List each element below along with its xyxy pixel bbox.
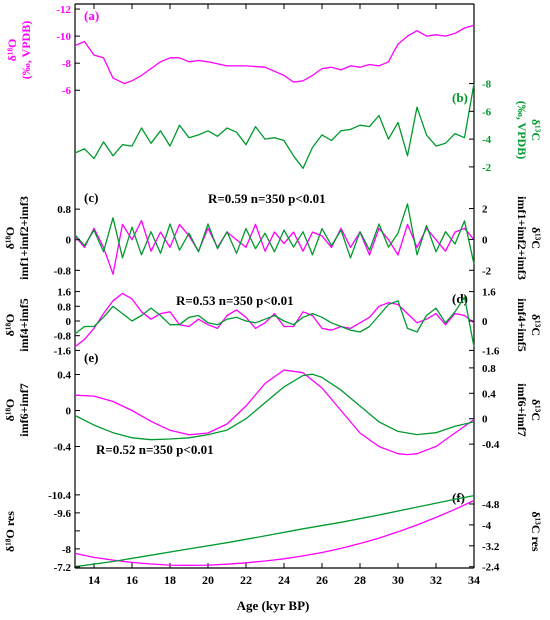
- series-line: [74, 499, 475, 566]
- panel-label: (f): [452, 490, 465, 505]
- y-tick-label-right: 0: [482, 234, 488, 246]
- y-tick-label-right: -3.2: [482, 541, 500, 553]
- y-tick-label-right: -2: [482, 265, 492, 277]
- y-axis-label: (‰, VPDB): [19, 21, 33, 79]
- y-tick-label-left: 1.6: [57, 287, 71, 299]
- y-axis-label-left: δ¹⁸O: [3, 227, 17, 250]
- y-tick-label-left: -10.4: [48, 490, 71, 502]
- y-axis-label-left: imf4+imf5: [17, 298, 31, 352]
- y-axis-label-left: δ¹⁸O: [3, 314, 17, 337]
- correlation-annotation: R=0.52 n=350 p<0.01: [96, 442, 214, 457]
- series-line: [74, 219, 475, 275]
- y-tick-label-left: -8: [62, 544, 72, 556]
- y-tick-label-left: 0.8: [57, 204, 71, 216]
- y-tick-label-left: -9.6: [54, 508, 72, 520]
- y-axis-label-left: δ¹⁸O res: [3, 511, 17, 552]
- y-axis-label-left: imf1+imf2+imf3: [17, 196, 31, 280]
- y-axis-label-left: δ¹⁸O: [3, 399, 17, 422]
- y-axis-label-right: δ¹³C: [529, 227, 543, 249]
- y-tick-label-right: 0: [482, 414, 488, 426]
- series-line: [74, 494, 475, 568]
- y-tick-label-right: -6: [482, 106, 492, 118]
- y-tick-label-right: 0: [482, 316, 488, 328]
- panel-label: (b): [452, 90, 468, 105]
- y-axis-label: (‰, VPDB): [515, 101, 529, 159]
- y-tick-label-right: -4: [482, 520, 492, 532]
- series-line: [74, 203, 475, 265]
- y-tick-label-left: -12: [56, 4, 71, 16]
- y-tick-label-left: 0.4: [57, 370, 71, 382]
- y-tick-label-right: -2: [482, 162, 492, 174]
- x-tick-label: 20: [202, 573, 214, 587]
- x-tick-label: 30: [392, 573, 404, 587]
- y-tick-label-right: -0.4: [482, 439, 500, 451]
- y-tick-label-left: -0.4: [54, 442, 72, 454]
- x-tick-label: 22: [240, 573, 252, 587]
- panel-label: (d): [452, 291, 468, 306]
- y-tick-label-right: 0.8: [482, 363, 496, 375]
- panel-label: (a): [84, 8, 99, 23]
- correlation-annotation: R=0.59 n=350 p<0.01: [208, 191, 326, 206]
- plot-layer: 14 16 18 20 22 24 26 28 30 32 34(a)-6-8-10-12δ¹⁸O(…: [3, 3, 543, 587]
- y-tick-label-left: -1.6: [54, 345, 72, 357]
- y-axis-label: δ¹³C: [529, 119, 543, 141]
- y-tick-label-left: 0: [66, 406, 72, 418]
- y-tick-label-right: -4: [482, 134, 492, 146]
- series-line: [74, 83, 475, 169]
- x-tick-label: 24: [278, 573, 290, 587]
- y-tick-label-left: -0.8: [54, 265, 72, 277]
- y-tick-label-left: 0: [66, 316, 72, 328]
- series-line: [74, 369, 475, 456]
- y-tick-label-left: 0: [66, 235, 72, 247]
- panel-label: (e): [84, 350, 98, 365]
- y-tick-label-right: -8: [482, 79, 492, 91]
- y-tick-label-left: -6: [62, 85, 72, 97]
- series-line: [74, 292, 475, 348]
- x-axis-label: Age (kyr BP): [237, 598, 310, 613]
- y-axis-label-right: δ¹³C res: [529, 511, 543, 552]
- y-axis-label-left: imf6+imf7: [17, 383, 31, 437]
- y-tick-label-left: -8: [62, 58, 72, 70]
- y-tick-label-right: -4.8: [482, 499, 500, 511]
- y-tick-label-right: 2: [482, 204, 488, 216]
- x-tick-label: 28: [354, 573, 366, 587]
- x-tick-label: 16: [126, 573, 138, 587]
- y-tick-label-right: 0.4: [482, 388, 496, 400]
- y-tick-label-right: -1.6: [482, 345, 500, 357]
- panel-label: (c): [84, 190, 98, 205]
- x-tick-label: 34: [468, 573, 480, 587]
- y-axis-label-right: δ¹³C: [529, 314, 543, 336]
- y-tick-label-left: -10: [56, 31, 71, 43]
- y-axis-label-right: δ¹³C: [529, 399, 543, 421]
- y-axis-label-right: imf1+imf2+imf3: [515, 196, 529, 280]
- x-tick-label: 18: [164, 573, 176, 587]
- x-tick-label: 14: [88, 573, 100, 587]
- y-axis-label: δ¹⁸O: [5, 39, 19, 62]
- x-tick-label: 26: [316, 573, 328, 587]
- y-tick-label-left: -0.8: [54, 331, 72, 343]
- correlation-annotation: R=0.53 n=350 p<0.01: [176, 293, 294, 308]
- y-axis-label-right: imf4+imf5: [515, 298, 529, 352]
- series-line: [74, 373, 475, 441]
- x-tick-label: 32: [430, 573, 442, 587]
- series-line: [74, 24, 475, 85]
- series-line: [74, 296, 475, 347]
- y-tick-label-left: -7.2: [54, 562, 72, 574]
- y-tick-label-right: 1.6: [482, 287, 496, 299]
- y-tick-label-right: -2.4: [482, 562, 500, 574]
- y-axis-label-right: imf6+imf7: [515, 383, 529, 437]
- y-tick-label-left: 0.8: [57, 301, 71, 313]
